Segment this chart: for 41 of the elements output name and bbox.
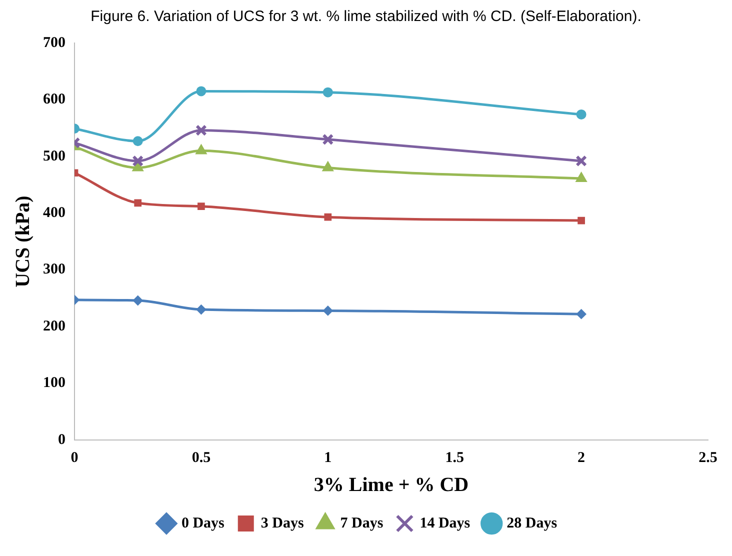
point — [132, 155, 144, 167]
y-tick-label: 300 — [43, 262, 66, 278]
legend-label: 28 Days — [506, 515, 558, 532]
x-tick-label: 2 — [578, 450, 586, 466]
point — [132, 136, 143, 146]
y-axis-title: UCS (kPa) — [12, 196, 34, 288]
y-tick-label: 700 — [43, 34, 66, 51]
point — [134, 199, 142, 207]
y-tick-label: 400 — [43, 205, 66, 222]
x-tick-label: 1.5 — [445, 450, 464, 466]
point — [132, 295, 143, 306]
point — [578, 216, 585, 224]
point — [322, 306, 333, 316]
y-tick-label: 200 — [43, 318, 66, 334]
y-tick-label: 500 — [43, 148, 66, 164]
legend-label: 14 Days — [420, 515, 470, 532]
x-tick-label: 1 — [324, 450, 332, 466]
y-tick-label: 0 — [58, 432, 66, 448]
chart-title: Figure 6. Variation of UCS for 3 wt. % lime stabilized with % CD. (Self-Elaboration). — [90, 8, 642, 25]
legend-label: 7 Days — [340, 515, 384, 532]
x-tick-label: 0.5 — [192, 450, 211, 466]
x-axis-title: 3% Lime + % CD — [314, 474, 469, 496]
point — [196, 304, 206, 315]
point — [576, 155, 588, 167]
point — [576, 309, 586, 320]
point — [576, 109, 586, 120]
legend-label: 0 Days — [181, 515, 225, 532]
legend-label: 3 Days — [260, 515, 304, 532]
point — [324, 213, 332, 221]
point — [196, 144, 207, 154]
point — [576, 172, 587, 182]
point — [198, 202, 205, 210]
x-tick-label: 2.5 — [698, 450, 718, 466]
point — [322, 134, 334, 146]
y-tick-label: 600 — [43, 92, 66, 108]
point — [196, 86, 206, 96]
point — [322, 161, 334, 172]
point — [195, 124, 207, 136]
y-tick-label: 100 — [43, 375, 66, 392]
x-tick-label: 0 — [70, 450, 78, 466]
point — [322, 87, 333, 98]
